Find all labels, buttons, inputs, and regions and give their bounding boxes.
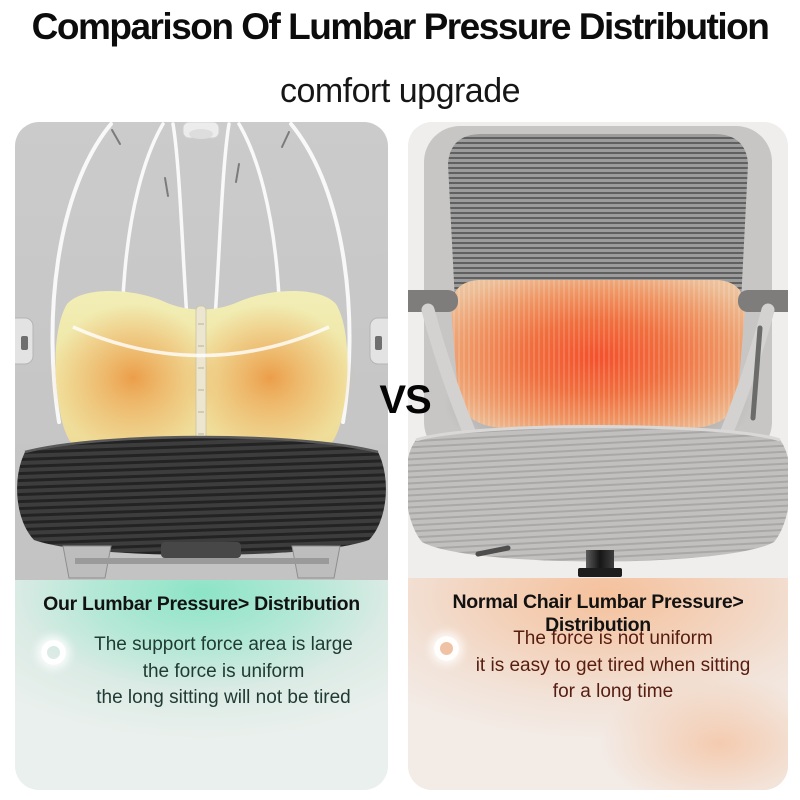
right-caption: Normal Chair Lumbar Pressure> Distributi… — [408, 578, 788, 790]
normal-chair-illustration — [408, 126, 788, 577]
caption-line: the force is uniform — [142, 660, 305, 682]
left-caption-body: The support force area is large the forc… — [65, 632, 382, 712]
right-caption-heading: Normal Chair Lumbar Pressure> Distributi… — [452, 591, 744, 636]
page-title: Comparison Of Lumbar Pressure Distributi… — [31, 6, 770, 47]
page-subtitle: comfort upgrade — [279, 72, 521, 110]
ring-icon — [434, 636, 459, 661]
caption-line: The support force area is large — [94, 634, 353, 655]
left-caption: Our Lumbar Pressure> Distribution The su… — [15, 580, 388, 790]
caption-line: the long sitting will not be tired — [96, 687, 351, 708]
right-caption-body: The force is not uniform it is easy to g… — [448, 626, 778, 706]
caption-line: for a long time — [552, 681, 674, 702]
right-chair-photo — [408, 122, 788, 578]
vs-label: VS — [379, 378, 431, 422]
right-panel: Normal Chair Lumbar Pressure> Distributi… — [408, 122, 788, 790]
caption-line: The force is not uniform — [513, 628, 713, 649]
caption-line: it is easy to get tired when sitting — [475, 654, 751, 676]
left-chair-photo — [15, 122, 388, 580]
left-panel: Our Lumbar Pressure> Distribution The su… — [15, 122, 388, 790]
transparent-chair-illustration — [15, 122, 388, 579]
right-seat-cushion — [408, 426, 788, 562]
left-seat-cushion — [17, 437, 386, 555]
left-caption-heading: Our Lumbar Pressure> Distribution — [43, 593, 360, 615]
ring-icon — [41, 640, 66, 665]
